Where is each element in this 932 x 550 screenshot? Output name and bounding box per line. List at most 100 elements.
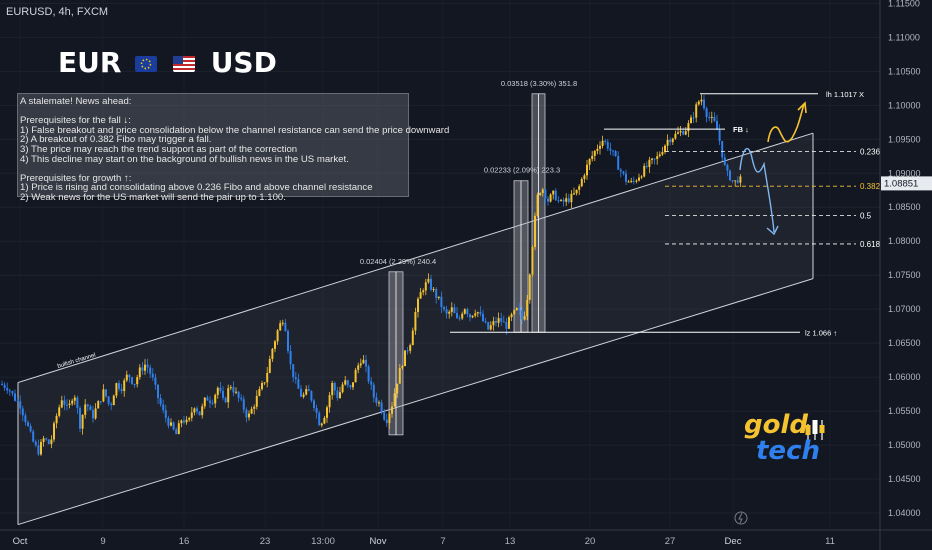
candle-body (27, 422, 29, 426)
logo-line-1: gold (744, 410, 808, 440)
candle-body (606, 141, 609, 149)
candle-body (417, 298, 419, 313)
candle-body (687, 123, 690, 132)
candle-body (120, 388, 123, 392)
candle-body (591, 155, 594, 160)
candle-body (206, 397, 209, 401)
candle-body (596, 148, 599, 151)
base-currency: EUR (58, 46, 122, 79)
note-line: 1) False breakout and price consolidatio… (20, 124, 450, 136)
candle-body (372, 384, 375, 398)
candle-body (593, 150, 596, 156)
candle-body (528, 274, 531, 300)
symbol-header: EURUSD, 4h, FXCM (6, 6, 109, 18)
candle-body (346, 380, 349, 386)
forecast-arrows (734, 101, 825, 525)
candle-body (679, 131, 682, 133)
candle-body (651, 158, 653, 160)
candle-body (393, 393, 396, 407)
candle-body (289, 351, 292, 365)
candle-body (664, 145, 666, 153)
candle-body (255, 395, 258, 407)
candle-body (45, 438, 48, 440)
x-tick-label: Dec (725, 536, 742, 547)
candle-body (552, 190, 555, 195)
candle-body (690, 117, 692, 124)
price-levels: lh 1.1017 X lz 1.066 ↑ FB ↓ (450, 90, 864, 337)
candle-body (266, 372, 269, 383)
candle-body (391, 406, 393, 414)
time-axis[interactable]: Oct 9 16 23 13:00 Nov 7 13 20 27 Dec 11 (0, 529, 932, 547)
candle-body (297, 379, 300, 389)
candle-body (320, 423, 323, 426)
candle-body (695, 104, 698, 118)
candle-body (86, 404, 89, 407)
candle-body (177, 423, 180, 435)
bearish-arrow-head (766, 225, 779, 236)
bullish-forecast-path (767, 103, 805, 143)
y-tick-label: 1.05500 (888, 406, 921, 416)
candle-body (422, 290, 425, 293)
candle-body (164, 410, 167, 419)
candle-body (333, 382, 336, 391)
candle-body (643, 165, 646, 177)
candle-body (216, 387, 219, 395)
candle-body (375, 397, 378, 403)
candle-body (385, 419, 388, 424)
candle-body (58, 407, 61, 416)
candle-body (172, 422, 175, 430)
candle-body (362, 359, 365, 364)
candle-body (539, 192, 542, 195)
current-price-badge (881, 176, 932, 191)
candle-body (336, 390, 339, 399)
candle-body (183, 420, 185, 423)
price-axis[interactable]: 1.04000 1.04500 1.05000 1.05500 1.06000 1.065… (879, 0, 932, 550)
candle-body (318, 412, 321, 426)
candle-body (315, 407, 318, 413)
y-tick-label: 1.11000 (888, 32, 920, 42)
candle-body (357, 365, 360, 370)
y-tick-label: 1.06500 (888, 338, 921, 348)
candle-body (630, 180, 633, 182)
candle-body (443, 307, 445, 310)
candle-body (700, 99, 703, 102)
candle-body (378, 402, 380, 404)
candle-body (469, 314, 471, 318)
candle-body (705, 108, 708, 118)
candle-body (305, 389, 308, 395)
candle-body (370, 381, 373, 385)
lightning-icon (738, 512, 743, 524)
y-tick-label: 1.04500 (888, 474, 921, 484)
y-tick-label: 1.11500 (888, 0, 920, 8)
candle-body (73, 397, 76, 401)
candle-body (721, 140, 724, 158)
candle-body (359, 363, 362, 366)
analysis-note[interactable]: A stalemate! News ahead: Prerequisites f… (17, 93, 450, 202)
candle-body (302, 394, 305, 397)
candle-body (37, 445, 40, 455)
note-line: 1) Price is rising and consolidating abo… (20, 182, 373, 194)
candle-body (242, 399, 245, 410)
candle-body (349, 385, 352, 388)
candle-body (495, 321, 497, 323)
candle-body (47, 439, 50, 445)
candle-body (518, 308, 521, 310)
candle-body (250, 408, 253, 414)
candle-body (476, 312, 479, 314)
candle-body (492, 321, 495, 326)
candle-body (29, 425, 32, 432)
candle-body (734, 180, 737, 182)
y-tick-label: 1.08000 (888, 236, 921, 246)
candle-body (292, 364, 295, 378)
candle-body (599, 145, 601, 149)
candle-body (674, 133, 677, 139)
candle-body (544, 189, 547, 199)
candle-body (430, 278, 432, 290)
candle-body (138, 367, 141, 378)
candle-body (263, 382, 266, 384)
candle-body (489, 325, 492, 330)
candle-body (63, 400, 66, 405)
candle-body (404, 350, 406, 367)
x-tick-label: 27 (665, 536, 676, 547)
